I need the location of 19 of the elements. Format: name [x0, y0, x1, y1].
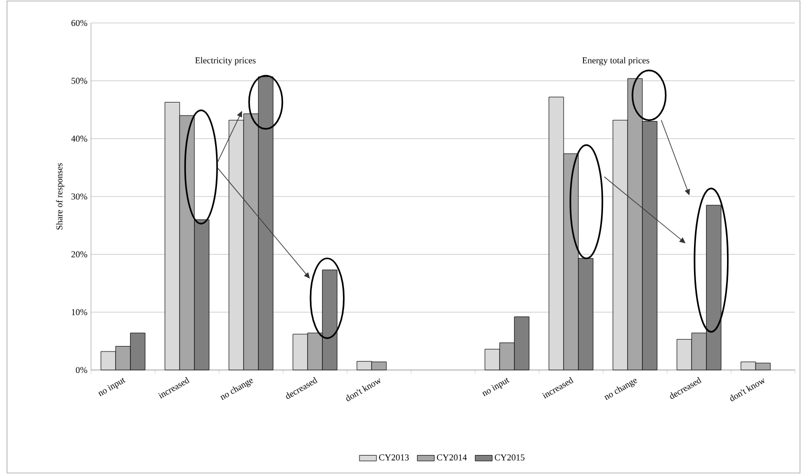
annotation: Electricity prices	[195, 57, 256, 66]
x-tick-label: no input	[482, 378, 510, 396]
x-tick-label: no change	[604, 378, 638, 400]
y-tick-label: 40%	[71, 136, 88, 142]
legend-label: CY2014	[436, 454, 467, 460]
x-tick-label: no change	[220, 378, 254, 400]
y-tick-label: 0%	[76, 366, 88, 374]
x-tick-label: don't know	[730, 378, 764, 402]
annotation: Energy total prices	[582, 57, 650, 66]
x-tick-label: don't know	[346, 378, 380, 402]
y-tick-label: 10%	[72, 309, 88, 316]
y-tick-label: 30%	[71, 193, 88, 200]
x-tick-label: no input	[98, 378, 126, 396]
legend-label: CY2013	[379, 454, 409, 460]
y-tick-label: 20%	[71, 251, 88, 258]
y-tick-label: 60%	[71, 20, 88, 26]
y-tick-label: 50%	[72, 78, 88, 84]
legend-label: CY2015	[494, 454, 524, 460]
y-axis-title: Share of responses	[56, 163, 64, 230]
